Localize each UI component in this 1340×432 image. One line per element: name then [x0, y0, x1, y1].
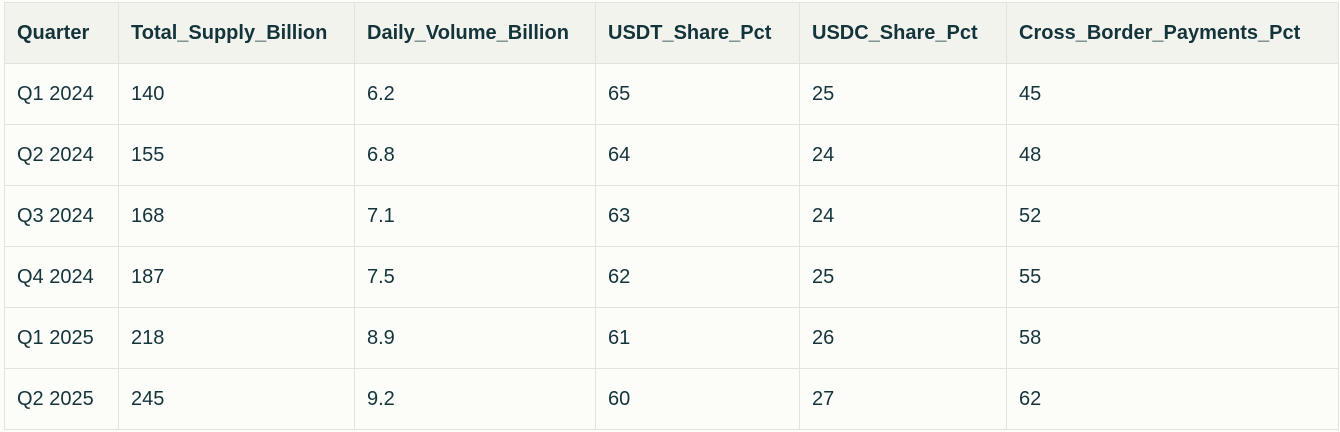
column-header-cross-border-payments-pct[interactable]: Cross_Border_Payments_Pct	[1006, 2, 1339, 64]
table-cell-daily-volume: 7.5	[354, 246, 596, 308]
table-row: Q1 2025 218 8.9 61 26 58	[4, 307, 1339, 369]
table-cell-usdt-share: 60	[595, 368, 800, 430]
table-cell-daily-volume: 6.2	[354, 63, 596, 125]
table-cell-cross-border: 52	[1006, 185, 1339, 247]
table-cell-cross-border: 62	[1006, 368, 1339, 430]
table-cell-quarter: Q3 2024	[4, 185, 119, 247]
table-cell-usdt-share: 62	[595, 246, 800, 308]
table-cell-usdt-share: 61	[595, 307, 800, 369]
table-cell-cross-border: 55	[1006, 246, 1339, 308]
table-cell-usdt-share: 65	[595, 63, 800, 125]
column-header-usdt-share-pct[interactable]: USDT_Share_Pct	[595, 2, 800, 64]
table-row: Q3 2024 168 7.1 63 24 52	[4, 185, 1339, 247]
table-cell-cross-border: 45	[1006, 63, 1339, 125]
table-cell-usdc-share: 24	[799, 124, 1007, 186]
data-table-container: Quarter Total_Supply_Billion Daily_Volum…	[4, 2, 1339, 430]
header-row: Quarter Total_Supply_Billion Daily_Volum…	[4, 2, 1339, 64]
column-header-quarter[interactable]: Quarter	[4, 2, 119, 64]
table-cell-usdt-share: 64	[595, 124, 800, 186]
table-row: Q2 2024 155 6.8 64 24 48	[4, 124, 1339, 186]
table-cell-daily-volume: 8.9	[354, 307, 596, 369]
table-cell-quarter: Q1 2024	[4, 63, 119, 125]
table-cell-usdc-share: 25	[799, 63, 1007, 125]
data-table: Quarter Total_Supply_Billion Daily_Volum…	[4, 2, 1339, 430]
table-cell-total-supply: 140	[118, 63, 355, 125]
column-header-daily-volume-billion[interactable]: Daily_Volume_Billion	[354, 2, 596, 64]
table-body: Q1 2024 140 6.2 65 25 45 Q2 2024 155 6.8…	[4, 63, 1339, 430]
table-cell-cross-border: 58	[1006, 307, 1339, 369]
table-cell-usdc-share: 27	[799, 368, 1007, 430]
table-cell-total-supply: 218	[118, 307, 355, 369]
table-cell-quarter: Q2 2025	[4, 368, 119, 430]
table-cell-daily-volume: 6.8	[354, 124, 596, 186]
table-cell-total-supply: 187	[118, 246, 355, 308]
table-cell-usdt-share: 63	[595, 185, 800, 247]
table-cell-usdc-share: 24	[799, 185, 1007, 247]
table-header: Quarter Total_Supply_Billion Daily_Volum…	[4, 2, 1339, 64]
table-cell-daily-volume: 7.1	[354, 185, 596, 247]
table-cell-total-supply: 168	[118, 185, 355, 247]
table-cell-quarter: Q2 2024	[4, 124, 119, 186]
table-cell-cross-border: 48	[1006, 124, 1339, 186]
column-header-total-supply-billion[interactable]: Total_Supply_Billion	[118, 2, 355, 64]
table-row: Q2 2025 245 9.2 60 27 62	[4, 368, 1339, 430]
table-cell-total-supply: 155	[118, 124, 355, 186]
table-cell-quarter: Q4 2024	[4, 246, 119, 308]
table-cell-daily-volume: 9.2	[354, 368, 596, 430]
table-cell-quarter: Q1 2025	[4, 307, 119, 369]
table-cell-usdc-share: 25	[799, 246, 1007, 308]
table-row: Q4 2024 187 7.5 62 25 55	[4, 246, 1339, 308]
table-cell-usdc-share: 26	[799, 307, 1007, 369]
column-header-usdc-share-pct[interactable]: USDC_Share_Pct	[799, 2, 1007, 64]
table-cell-total-supply: 245	[118, 368, 355, 430]
table-row: Q1 2024 140 6.2 65 25 45	[4, 63, 1339, 125]
